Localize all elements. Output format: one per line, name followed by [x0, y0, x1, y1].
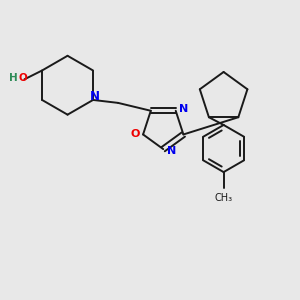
- Text: H: H: [9, 73, 18, 83]
- Text: CH₃: CH₃: [214, 193, 233, 203]
- Text: N: N: [179, 104, 189, 114]
- Text: N: N: [89, 90, 100, 103]
- Text: O: O: [19, 73, 27, 83]
- Text: O: O: [130, 130, 140, 140]
- Text: N: N: [167, 146, 176, 156]
